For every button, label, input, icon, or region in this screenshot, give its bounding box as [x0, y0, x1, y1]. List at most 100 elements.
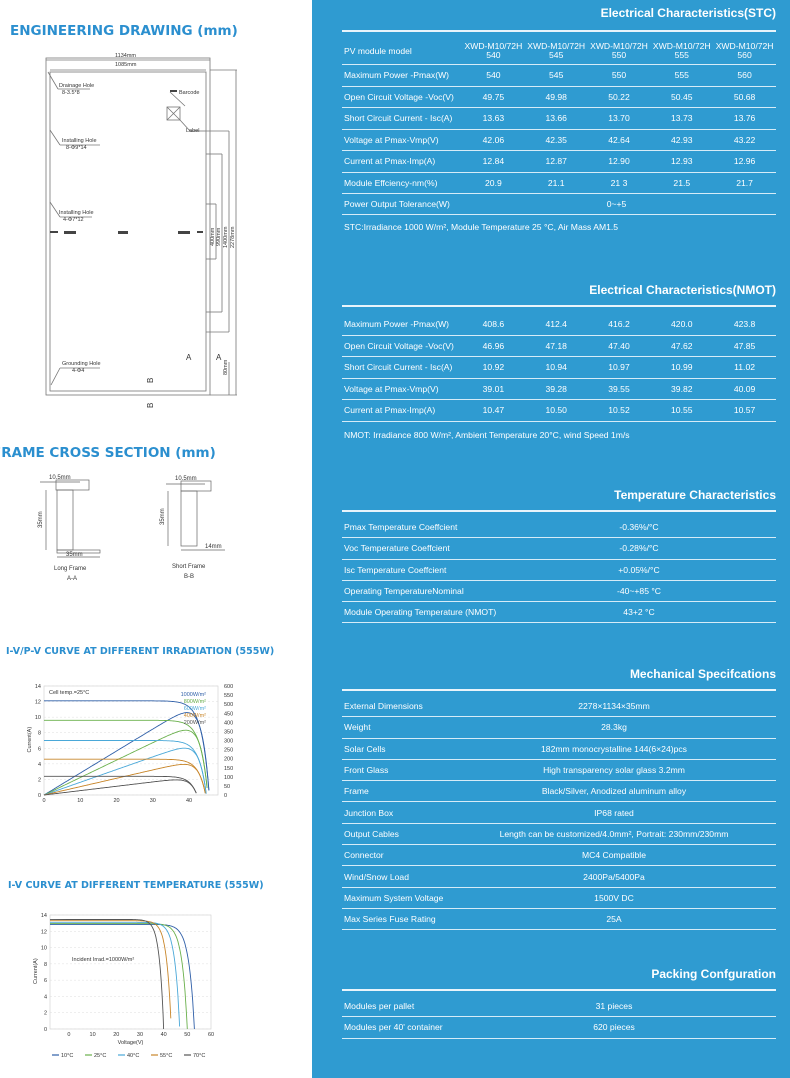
row-label: Voc Temperature Coeffcient — [344, 543, 450, 554]
legend-label: 10°C — [61, 1053, 73, 1059]
cell-value: 550 — [611, 70, 627, 81]
row-label: Short Circuit Current - Isc(A) — [344, 362, 453, 373]
table-row: Output Cables Length can be customized/4.… — [342, 824, 776, 846]
installing-hole-spec: 8-Φ9*14 — [66, 145, 87, 151]
drainage-hole-label: Drainage Hole — [59, 83, 94, 89]
row-label: Module Operating Temperature (NMOT) — [344, 607, 497, 618]
table-row: External Dimensions 2278×1134×35mm — [342, 696, 776, 718]
cell-value: 182mm monocrystalline 144(6×24)pcs — [541, 743, 687, 754]
cell-value: 12.84 — [482, 156, 505, 167]
header-label: PV module model — [344, 46, 412, 56]
chart-annotation: Cell temp.=25°C — [49, 690, 89, 696]
cell-value: -40~+85 °C — [616, 586, 662, 597]
cell-value: 39.28 — [545, 383, 567, 394]
temperature-chart: 0 2 4 6 8 10 12 14 0 10 20 30 40 50 60 Current(A) Voltag… — [33, 913, 214, 1059]
y-tick-label: 6 — [38, 746, 41, 752]
model-name: XWD-M10/72H — [652, 41, 711, 52]
y2-tick-label: 50 — [224, 784, 230, 790]
table-row: Voltage at Pmax-Vmp(V) 42.06 42.35 42.64 42.… — [342, 130, 776, 151]
cell-value: 20.9 — [485, 177, 502, 188]
table-row: Open Circuit Voltage -Voc(V) 46.96 47.18 47… — [342, 336, 776, 357]
table-row: Modules per pallet 31 pieces — [342, 996, 776, 1018]
dim-2278: 2278mm — [230, 226, 236, 248]
legend-label: 200W/m² — [184, 720, 206, 726]
cell-value: 0~+5 — [606, 199, 627, 209]
pv-curve-series — [43, 712, 210, 796]
cell-value: 620 pieces — [593, 1022, 635, 1033]
table-row: Operating TemperatureNominal -40~+85 °C — [342, 581, 776, 603]
cell-value: -0.28%/°C — [619, 543, 659, 554]
table-row: Maximum Power -Pmax(W) 540 545 550 555 560 — [342, 65, 776, 87]
cell-value: 42.06 — [482, 134, 505, 145]
table-row: Modules per 40' container 620 pieces — [342, 1017, 776, 1039]
x-tick-label: 10 — [90, 1032, 96, 1038]
cell-value: 13.73 — [671, 113, 693, 124]
y-tick-label: 10 — [41, 946, 47, 952]
cell-value: 13.70 — [608, 113, 630, 124]
frame-cross-section: 10.5mm 35mm 35mm Long Frame A-A 10.5mm 3… — [38, 475, 225, 582]
cell-value: 49.98 — [545, 91, 567, 102]
section-b-label: B — [146, 378, 155, 383]
pack-table: Modules per pallet 31 pieces Modules per 4… — [342, 996, 776, 1039]
legend-label: 70°C — [193, 1053, 205, 1059]
y2-tick-label: 550 — [224, 693, 233, 699]
table-row: Front Glass High transparency solar glass… — [342, 760, 776, 782]
legend-label: 1000W/m² — [181, 692, 207, 698]
cell-value: 10.92 — [482, 362, 505, 373]
table-row: Short Circuit Current - Isc(A) 10.92 10.94… — [342, 357, 776, 379]
iv-curve-series — [49, 921, 181, 1027]
cell-value: 11.02 — [734, 362, 756, 373]
cell-value: 39.55 — [608, 383, 630, 394]
cell-value: 10.55 — [671, 405, 693, 416]
y-axis-label: Current(A) — [27, 727, 33, 753]
table-row: Isc Temperature Coeffcient +0.05%/°C — [342, 560, 776, 581]
cell-value: 47.62 — [671, 340, 693, 351]
cell-value: 10.47 — [482, 405, 505, 416]
cell-value: 12.96 — [733, 156, 756, 167]
y-tick-label: 4 — [38, 762, 41, 768]
cell-value: 21.5 — [673, 177, 691, 188]
mech-title: Mechanical Specifcations — [629, 667, 776, 681]
cell-value: 416.2 — [608, 319, 630, 330]
y2-tick-label: 150 — [224, 766, 233, 772]
y2-tick-label: 350 — [224, 729, 233, 735]
y-tick-label: 0 — [44, 1027, 47, 1033]
cell-value: 47.85 — [733, 340, 756, 351]
y-tick-label: 10 — [35, 715, 41, 721]
dim-width-inner: 1085mm — [115, 62, 137, 68]
nmot-title: Electrical Characteristics(NMOT) — [589, 283, 776, 297]
x-tick-label: 20 — [113, 1032, 119, 1038]
table-row: Current at Pmax-Imp(A) 10.47 10.50 10.52 10.… — [342, 400, 776, 422]
mech-table: External Dimensions 2278×1134×35mm Weight 2… — [342, 696, 776, 931]
cell-value: 43+2 °C — [623, 607, 655, 618]
cell-value: Length can be customized/4.0mm², Portrai… — [499, 828, 729, 839]
row-label: Frame — [344, 786, 369, 797]
model-header: XWD-M10/72H 545 — [525, 42, 588, 59]
dim-80: 80mm — [223, 359, 229, 375]
row-label: Max Series Fuse Rating — [344, 914, 436, 925]
cell-value: -0.36%/°C — [619, 522, 659, 533]
cell-value: 10.94 — [545, 362, 567, 373]
short-frame-width: 10.5mm — [175, 476, 197, 482]
row-label: Solar Cells — [344, 743, 386, 754]
table-row: Maximum Power -Pmax(W) 408.6 412.4 416.2 420… — [342, 314, 776, 336]
temp-title: Temperature Characteristics — [614, 488, 776, 502]
x-tick-label: 20 — [113, 798, 119, 804]
x-tick-label: 30 — [137, 1032, 143, 1038]
long-frame-section: A-A — [67, 576, 77, 582]
model-power: 560 — [737, 50, 752, 60]
engineering-drawing: 1134mm 1085mm Drainage Hole 8-3.5*8 Barc… — [45, 53, 237, 408]
cell-value: IP68 rated — [594, 807, 634, 818]
y-tick-label: 2 — [44, 1011, 47, 1017]
table-row: Weight 28.3kg — [342, 717, 776, 739]
pv-curve-series — [43, 779, 197, 796]
stc-note: STC:Irradiance 1000 W/m², Module Tempera… — [344, 222, 619, 232]
model-name: XWD-M10/72H — [527, 41, 586, 52]
cell-value: 408.6 — [482, 319, 505, 330]
cell-value: High transparency solar glass 3.2mm — [543, 765, 685, 776]
cell-value: 12.87 — [545, 156, 567, 167]
y2-tick-label: 400 — [224, 720, 233, 726]
table-row: Current at Pmax-Imp(A) 12.84 12.87 12.90 12.… — [342, 151, 776, 173]
row-label: Voltage at Pmax-Vmp(V) — [344, 134, 439, 145]
model-header: XWD-M10/72H 550 — [588, 42, 651, 59]
